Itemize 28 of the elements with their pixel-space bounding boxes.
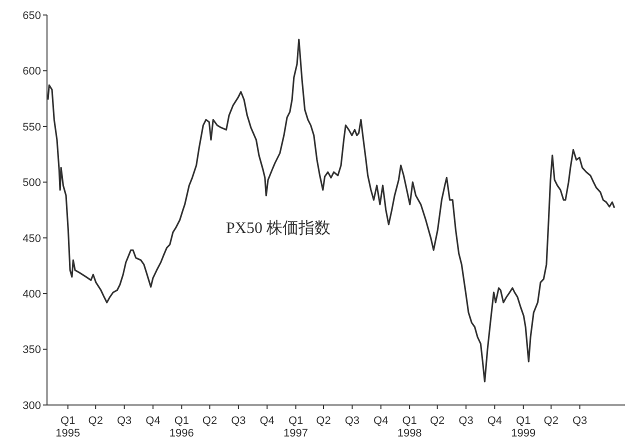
x-tick-label: Q3 [572,414,588,427]
x-tick-label: Q3 [116,414,132,427]
x-tick-label: Q3 [344,414,360,427]
x-tick-label: Q1 1996 [169,414,194,440]
y-tick-label: 450 [22,232,41,245]
y-tick-label: 650 [22,10,41,22]
x-tick-label: Q2 [202,414,218,427]
x-tick-label: Q1 1999 [511,414,536,440]
y-tick-label: 550 [22,121,41,134]
y-tick-label: 400 [22,288,41,300]
x-tick-label: Q1 1998 [397,414,422,440]
series-label: PX50 株価指数 [226,218,330,239]
x-tick-label: Q4 [260,414,274,427]
x-tick-label: Q4 [374,414,388,427]
x-tick-label: Q2 [544,414,558,427]
x-tick-label: Q2 [88,414,103,427]
x-tick-label: Q4 [146,414,160,427]
y-tick-label: 350 [22,344,41,356]
y-tick-label: 600 [22,66,41,78]
x-tick-label: Q2 [316,414,331,427]
y-tick-label: 500 [22,177,41,190]
x-tick-label: Q3 [458,414,474,427]
x-tick-label: Q1 1995 [56,414,80,440]
x-tick-label: Q4 [487,414,502,427]
x-tick-label: Q3 [231,414,246,427]
y-tick-label: 300 [22,400,41,412]
x-tick-label: Q2 [430,414,445,427]
x-tick-label: Q1 1997 [284,414,308,440]
